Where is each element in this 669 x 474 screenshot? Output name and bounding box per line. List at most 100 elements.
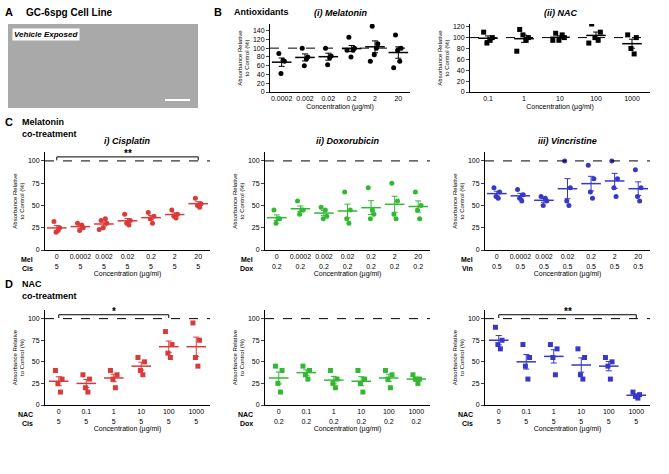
svg-text:0: 0 xyxy=(476,246,480,253)
svg-text:50: 50 xyxy=(252,358,260,365)
svg-text:50: 50 xyxy=(32,202,40,209)
svg-text:10005: 10005 xyxy=(628,408,644,424)
svg-text:10.2: 10.2 xyxy=(329,408,339,424)
svg-text:75: 75 xyxy=(472,337,480,344)
svg-text:0.15: 0.15 xyxy=(81,408,91,424)
svg-text:05: 05 xyxy=(497,408,501,424)
svg-text:Concentration (µg/ml): Concentration (µg/ml) xyxy=(526,103,593,111)
svg-text:0.020.2: 0.020.2 xyxy=(341,253,355,269)
svg-text:Concentration (µg/ml): Concentration (µg/ml) xyxy=(534,270,601,278)
svg-text:0.0020.5: 0.0020.5 xyxy=(535,253,553,269)
svg-text:200.5: 200.5 xyxy=(633,253,643,269)
svg-text:0.25: 0.25 xyxy=(146,253,156,269)
svg-text:25: 25 xyxy=(472,380,480,387)
svg-text:1000: 1000 xyxy=(624,95,640,102)
svg-text:Absorbance Relativeto Control: Absorbance Relativeto Control (%) xyxy=(452,173,466,229)
svg-text:120: 120 xyxy=(453,23,465,30)
svg-text:NAC: NAC xyxy=(238,411,253,418)
svg-text:75: 75 xyxy=(32,337,40,344)
svg-text:25: 25 xyxy=(252,224,260,231)
svg-text:00.2: 00.2 xyxy=(274,408,284,424)
svg-text:(ii) NAC: (ii) NAC xyxy=(544,8,577,18)
svg-text:60: 60 xyxy=(257,62,265,69)
svg-text:1005: 1005 xyxy=(603,408,615,424)
svg-text:75: 75 xyxy=(252,180,260,187)
svg-text:80: 80 xyxy=(257,53,265,60)
svg-text:100: 100 xyxy=(248,157,260,164)
svg-text:105: 105 xyxy=(137,408,145,424)
svg-text:ii) Doxorubicin: ii) Doxorubicin xyxy=(316,136,380,146)
svg-text:120: 120 xyxy=(253,36,265,43)
svg-text:Cis: Cis xyxy=(462,420,473,427)
svg-text:75: 75 xyxy=(472,180,480,187)
svg-text:*: * xyxy=(112,306,116,317)
svg-text:Concentration (µg/ml): Concentration (µg/ml) xyxy=(314,425,381,433)
svg-text:Vin: Vin xyxy=(462,265,473,272)
svg-text:NAC: NAC xyxy=(458,411,473,418)
svg-text:0: 0 xyxy=(261,88,265,95)
svg-text:Concentration (µg/ml): Concentration (µg/ml) xyxy=(306,103,373,111)
svg-text:0: 0 xyxy=(36,401,40,408)
svg-text:0.02: 0.02 xyxy=(322,95,336,102)
svg-text:1: 1 xyxy=(522,95,526,102)
svg-text:(i) Melatonin: (i) Melatonin xyxy=(314,8,367,18)
svg-text:Absorbance Relativeto Control: Absorbance Relativeto Control (%) xyxy=(232,173,246,229)
svg-text:00.2: 00.2 xyxy=(272,253,282,269)
svg-text:0: 0 xyxy=(476,401,480,408)
svg-text:0.002: 0.002 xyxy=(296,95,314,102)
svg-text:Concentration (µg/ml): Concentration (µg/ml) xyxy=(94,425,161,433)
svg-text:i) Cisplatin: i) Cisplatin xyxy=(104,136,151,146)
svg-text:0.20.2: 0.20.2 xyxy=(366,253,376,269)
svg-text:Vehicle Exposed: Vehicle Exposed xyxy=(14,30,78,39)
svg-text:Mel: Mel xyxy=(241,256,253,263)
svg-text:**: ** xyxy=(564,306,572,317)
svg-text:Dox: Dox xyxy=(240,265,253,272)
svg-text:05: 05 xyxy=(57,408,61,424)
svg-text:205: 205 xyxy=(194,253,202,269)
svg-text:0: 0 xyxy=(461,88,465,95)
svg-text:100: 100 xyxy=(468,315,480,322)
svg-text:140: 140 xyxy=(253,27,265,34)
svg-text:Concentration (µg/ml): Concentration (µg/ml) xyxy=(534,425,601,433)
svg-text:B: B xyxy=(214,6,222,18)
svg-text:0.00020.2: 0.00020.2 xyxy=(290,253,312,269)
svg-text:0: 0 xyxy=(256,246,260,253)
svg-text:2: 2 xyxy=(373,95,377,102)
svg-text:100: 100 xyxy=(253,45,265,52)
svg-text:0.0025: 0.0025 xyxy=(95,253,113,269)
svg-text:1005: 1005 xyxy=(163,408,175,424)
svg-text:100.2: 100.2 xyxy=(356,408,366,424)
svg-text:0.1: 0.1 xyxy=(483,95,493,102)
svg-text:100: 100 xyxy=(453,34,465,41)
svg-text:50: 50 xyxy=(32,358,40,365)
svg-text:A: A xyxy=(5,6,13,18)
svg-text:10000.2: 10000.2 xyxy=(408,408,424,424)
svg-text:Concentration (µg/ml): Concentration (µg/ml) xyxy=(94,270,161,278)
svg-text:Mel: Mel xyxy=(21,256,33,263)
svg-text:iii) Vincristine: iii) Vincristine xyxy=(538,136,597,146)
svg-text:40: 40 xyxy=(457,67,465,74)
svg-text:100: 100 xyxy=(468,157,480,164)
svg-text:25: 25 xyxy=(32,224,40,231)
svg-text:Cis: Cis xyxy=(22,420,33,427)
svg-text:0.025: 0.025 xyxy=(121,253,135,269)
svg-text:Cis: Cis xyxy=(22,265,33,272)
svg-text:D: D xyxy=(5,278,13,290)
svg-text:**: ** xyxy=(124,148,132,159)
svg-text:0.2: 0.2 xyxy=(347,95,357,102)
svg-text:00.5: 00.5 xyxy=(492,253,502,269)
svg-text:1000.2: 1000.2 xyxy=(383,408,395,424)
svg-text:Absorbance Relativeto Control: Absorbance Relativeto Control (%) xyxy=(437,30,451,86)
svg-text:0.00020.5: 0.00020.5 xyxy=(510,253,532,269)
svg-text:GC-6spg Cell Line: GC-6spg Cell Line xyxy=(26,7,113,18)
svg-text:15: 15 xyxy=(112,408,116,424)
svg-text:0.15: 0.15 xyxy=(521,408,531,424)
svg-text:NACco-treatment: NACco-treatment xyxy=(22,279,77,301)
svg-text:25: 25 xyxy=(32,380,40,387)
svg-text:Mel: Mel xyxy=(461,256,473,263)
svg-text:05: 05 xyxy=(55,253,59,269)
svg-text:0.020.5: 0.020.5 xyxy=(561,253,575,269)
svg-text:50: 50 xyxy=(472,358,480,365)
svg-text:0.20.5: 0.20.5 xyxy=(586,253,596,269)
svg-text:105: 105 xyxy=(577,408,585,424)
